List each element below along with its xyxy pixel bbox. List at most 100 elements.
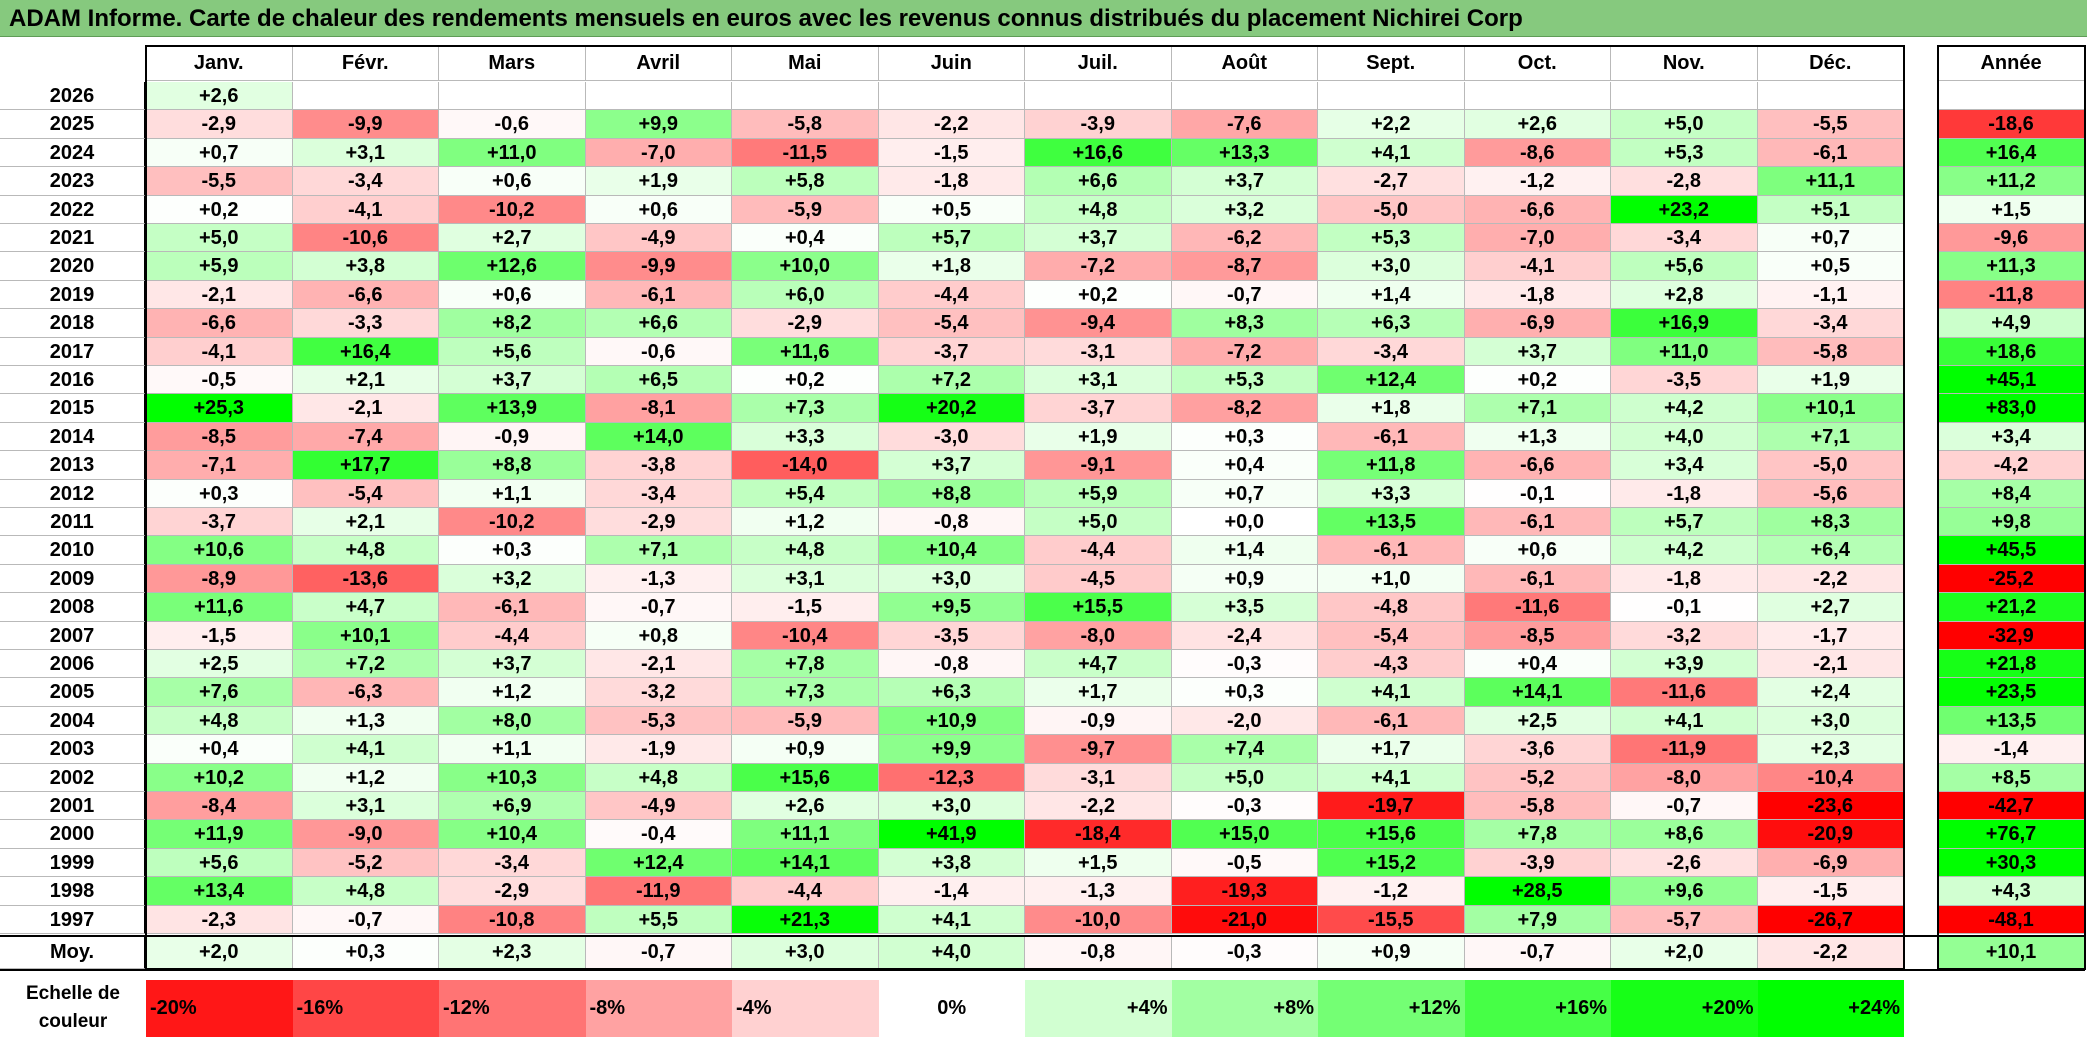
heatmap-cell: -3,1 — [1025, 763, 1172, 792]
heatmap-cell: +20,2 — [878, 394, 1025, 423]
heatmap-cell: +4,1 — [1318, 763, 1465, 792]
heatmap-cell: +3,8 — [878, 848, 1025, 878]
year-label: 1997 — [0, 905, 146, 934]
heatmap-cell: -11,6 — [1611, 678, 1758, 707]
legend-swatch: -16% — [292, 980, 439, 1037]
heatmap-cell: +0,2 — [1464, 366, 1611, 395]
heatmap-cell: +11,1 — [1757, 167, 1904, 196]
heatmap-cell: -3,4 — [1757, 309, 1904, 338]
heatmap-cell: +1,9 — [1757, 366, 1904, 395]
heatmap-cell: -7,2 — [1025, 252, 1172, 281]
average-separator-bottom — [0, 969, 2085, 971]
heatmap-cell: -3,9 — [1025, 110, 1172, 139]
year-label: 2000 — [0, 820, 146, 849]
heatmap-cell: -3,0 — [878, 422, 1025, 452]
annual-header: Année — [1938, 46, 2085, 81]
heatmap-cell: +11,9 — [146, 820, 293, 849]
heatmap-cell: +5,5 — [585, 905, 732, 934]
heatmap-cell: -3,9 — [1464, 848, 1611, 878]
heatmap-cell: +10,9 — [878, 706, 1025, 736]
heatmap-cell: +16,9 — [1611, 309, 1758, 338]
heatmap-cell: +1,8 — [878, 252, 1025, 281]
legend-swatch: 0% — [878, 980, 1025, 1037]
month-header: Août — [1171, 46, 1318, 81]
heatmap-cell: +1,3 — [292, 706, 439, 736]
heatmap-cell: +3,0 — [1318, 252, 1465, 281]
annual-cell: +11,3 — [1938, 252, 2085, 281]
heatmap-cell: +5,0 — [1171, 763, 1318, 792]
heatmap-cell: +0,3 — [439, 536, 586, 565]
annual-cell: +8,4 — [1938, 479, 2085, 508]
heatmap-cell: +0,9 — [1171, 564, 1318, 594]
heatmap-cell: +7,1 — [585, 536, 732, 565]
heatmap-cell: -6,1 — [439, 593, 586, 622]
heatmap-cell: +5,3 — [1611, 138, 1758, 168]
year-label: 2005 — [0, 678, 146, 707]
heatmap-cell: -3,7 — [146, 508, 293, 537]
year-label: 2001 — [0, 792, 146, 821]
heatmap-cell: +21,3 — [732, 905, 879, 934]
heatmap-cell: +1,7 — [1025, 678, 1172, 707]
heatmap-cell: -0,7 — [1611, 792, 1758, 821]
heatmap-cell: +5,0 — [1025, 508, 1172, 537]
heatmap-cell: +4,0 — [1611, 422, 1758, 452]
year-label: 2014 — [0, 422, 146, 452]
heatmap-cell: -0,5 — [146, 366, 293, 395]
annual-cell: -32,9 — [1938, 621, 2085, 650]
heatmap-cell: -0,5 — [1171, 848, 1318, 878]
heatmap-cell: -1,8 — [1464, 280, 1611, 310]
heatmap-cell: +0,5 — [878, 195, 1025, 224]
heatmap-cell: +7,2 — [292, 650, 439, 679]
heatmap-cell: -3,4 — [1611, 224, 1758, 253]
heatmap-cell: -5,0 — [1757, 451, 1904, 480]
heatmap-cell: -4,1 — [1464, 252, 1611, 281]
heatmap-cell: +5,0 — [146, 224, 293, 253]
year-label: 2011 — [0, 508, 146, 537]
heatmap-cell: -10,6 — [292, 224, 439, 253]
heatmap-cell: +7,4 — [1171, 735, 1318, 764]
heatmap-cell: -14,0 — [732, 451, 879, 480]
heatmap-cell — [878, 82, 1025, 111]
heatmap-cell: +0,2 — [732, 366, 879, 395]
heatmap-cell: -2,1 — [146, 280, 293, 310]
heatmap-cell: +12,4 — [1318, 366, 1465, 395]
year-label: 2010 — [0, 536, 146, 565]
heatmap-cell: +2,8 — [1611, 280, 1758, 310]
annual-cell: -42,7 — [1938, 792, 2085, 821]
year-label: 2019 — [0, 280, 146, 310]
annual-cell: +18,6 — [1938, 337, 2085, 366]
heatmap-cell: -11,9 — [1611, 735, 1758, 764]
heatmap-cell: +7,1 — [1757, 422, 1904, 452]
heatmap-cell: -5,3 — [585, 706, 732, 736]
heatmap-cell: +5,6 — [439, 337, 586, 366]
year-label: 2008 — [0, 593, 146, 622]
heatmap-cell: +5,0 — [1611, 110, 1758, 139]
heatmap-cell: -6,1 — [585, 280, 732, 310]
heatmap-cell: -0,3 — [1171, 792, 1318, 821]
heatmap-cell: +13,4 — [146, 877, 293, 906]
heatmap-cell: -10,0 — [1025, 905, 1172, 934]
heatmap-cell: +9,9 — [878, 735, 1025, 764]
annual-cell: -1,4 — [1938, 735, 2085, 764]
heatmap-cell: -4,1 — [292, 195, 439, 224]
heatmap-cell: -6,1 — [1464, 508, 1611, 537]
heatmap-cell: -1,5 — [146, 621, 293, 650]
heatmap-cell: +4,8 — [292, 536, 439, 565]
heatmap-cell: +1,9 — [585, 167, 732, 196]
heatmap-cell: +6,9 — [439, 792, 586, 821]
month-header: Nov. — [1611, 46, 1758, 81]
heatmap-cell: +2,1 — [292, 366, 439, 395]
heatmap-cell: +5,6 — [146, 848, 293, 878]
heatmap-cell: +13,5 — [1318, 508, 1465, 537]
heatmap-cell: +13,9 — [439, 394, 586, 423]
annual-cell: +11,2 — [1938, 167, 2085, 196]
year-label: 2017 — [0, 337, 146, 366]
month-header: Mars — [439, 46, 586, 81]
heatmap-cell: +0,6 — [585, 195, 732, 224]
heatmap-cell: +1,5 — [1025, 848, 1172, 878]
heatmap-cell: -6,6 — [146, 309, 293, 338]
annual-cell: +9,8 — [1938, 508, 2085, 537]
heatmap-cell: +5,9 — [146, 252, 293, 281]
annual-cell: +4,3 — [1938, 877, 2085, 906]
heatmap-cell: -1,9 — [585, 735, 732, 764]
